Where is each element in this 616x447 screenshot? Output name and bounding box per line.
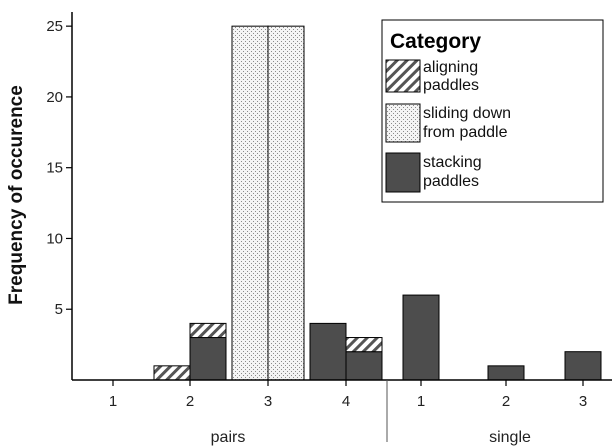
bar-7-stacking <box>402 294 440 381</box>
x-tick-label-1-1: 2 <box>502 393 510 410</box>
legend-label-sliding-2: from paddle <box>423 124 508 141</box>
legend-label-stacking-1: stacking <box>423 154 482 171</box>
y-tick-label-4: 25 <box>46 18 63 35</box>
y-axis-label: Frequency of occurence <box>6 85 27 305</box>
bar-6-aligning <box>345 337 383 353</box>
x-tick-label-0-2: 3 <box>264 393 272 410</box>
legend-label-stacking-2: paddles <box>423 173 479 190</box>
bar-1-aligning <box>153 365 191 381</box>
bar-5-stacking <box>309 322 347 381</box>
legend-label-aligning-1: aligning <box>423 59 478 76</box>
y-tick-label-2: 15 <box>46 160 63 177</box>
bar-4-sliding <box>267 25 305 381</box>
x-tick-label-1-2: 3 <box>579 393 587 410</box>
bar-9-stacking <box>564 351 602 381</box>
group-label-pairs: pairs <box>211 429 246 446</box>
y-tick-label-1: 10 <box>46 230 63 247</box>
y-tick-label-0: 5 <box>55 301 63 318</box>
legend-swatch-aligning <box>385 59 421 93</box>
bar-2-stacking <box>189 337 227 381</box>
bar-6-stacking <box>345 351 383 381</box>
y-tick-label-3: 20 <box>46 89 63 106</box>
legend-title: Category <box>390 30 481 53</box>
group-label-single: single <box>489 429 531 446</box>
legend-label-aligning-2: paddles <box>423 77 479 94</box>
legend-swatch-sliding <box>385 103 421 143</box>
x-tick-label-0-1: 2 <box>186 393 194 410</box>
x-ticks: 1 2 3 4 1 2 3 <box>109 380 587 410</box>
bar-8-stacking <box>487 365 525 381</box>
y-ticks: 5 10 15 20 25 <box>46 18 72 318</box>
legend: Category aligning paddles sliding down f… <box>381 19 604 203</box>
legend-swatch-stacking <box>385 152 421 193</box>
x-tick-label-1-0: 1 <box>417 393 425 410</box>
bar-2-aligning <box>189 322 227 339</box>
legend-label-sliding-1: sliding down <box>423 105 511 122</box>
bars-layer <box>153 25 602 381</box>
x-tick-label-0-3: 4 <box>342 393 350 410</box>
bar-3-sliding <box>231 25 269 381</box>
x-tick-label-0-0: 1 <box>109 393 117 410</box>
